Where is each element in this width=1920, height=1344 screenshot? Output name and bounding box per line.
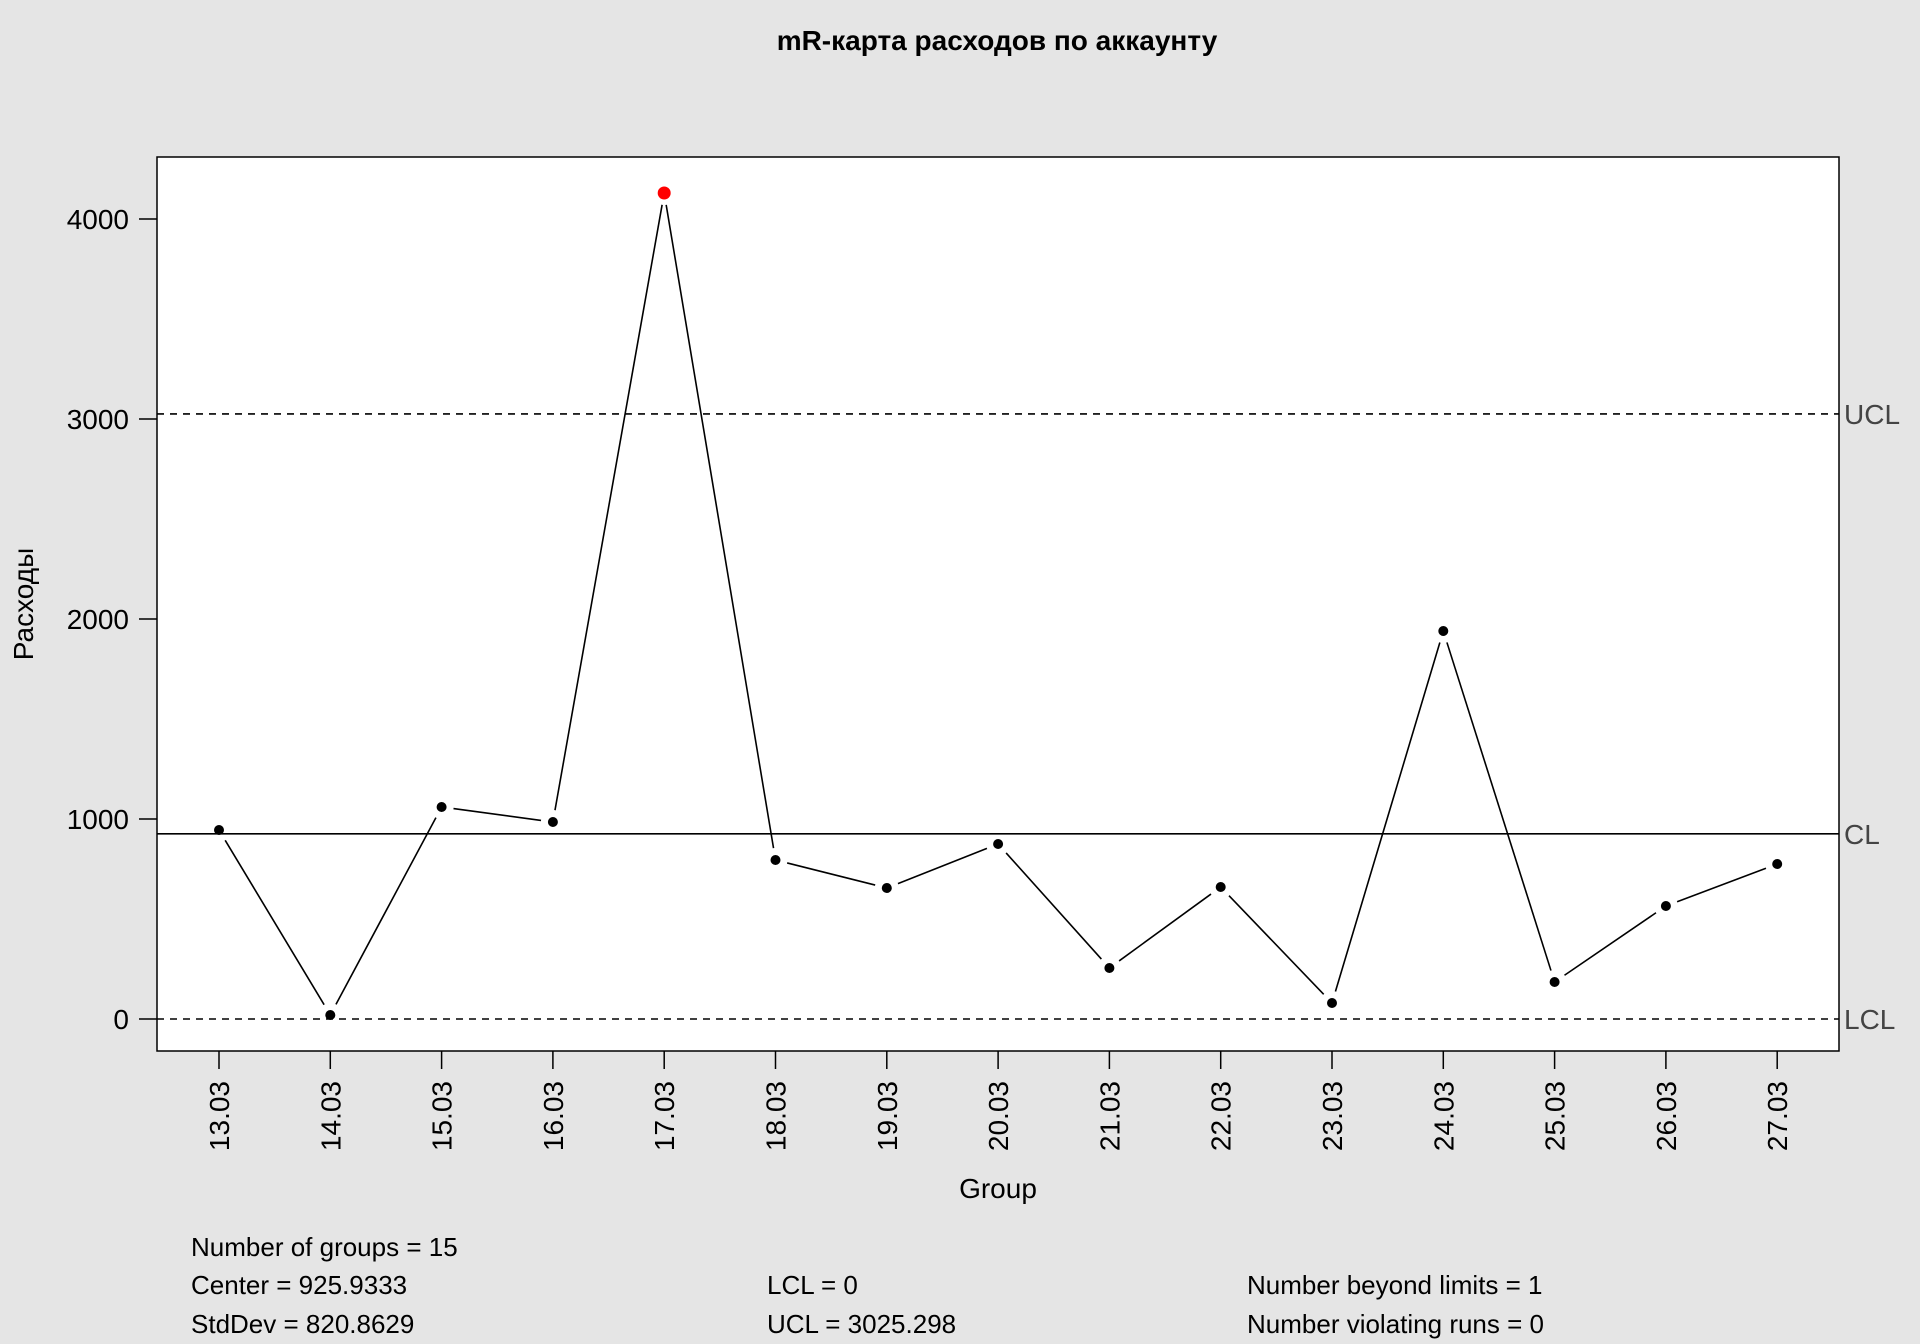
y-tick-label: 2000	[67, 604, 129, 635]
y-axis-label: Расходы	[8, 548, 39, 660]
x-tick-label: 27.03	[1762, 1081, 1793, 1151]
data-point	[1772, 859, 1783, 869]
data-point	[1438, 626, 1449, 636]
chart-title: mR-карта расходов по аккаунту	[777, 25, 1218, 56]
data-point	[881, 883, 892, 893]
y-tick-label: 3000	[67, 404, 129, 435]
series-segment	[665, 204, 775, 849]
x-tick-label: 24.03	[1428, 1081, 1459, 1151]
series-segment	[1564, 912, 1657, 976]
x-tick-label: 16.03	[538, 1081, 569, 1151]
ucl-label: UCL	[1844, 399, 1900, 430]
series-segment	[1446, 642, 1552, 971]
x-tick-label: 17.03	[649, 1081, 680, 1151]
stat-violating-runs: Number violating runs = 0	[1247, 1309, 1544, 1339]
series-segment	[897, 847, 988, 885]
data-point	[770, 855, 781, 865]
series-segment	[554, 204, 663, 811]
y-tick-label: 4000	[67, 204, 129, 235]
stat-groups: Number of groups = 15	[191, 1232, 458, 1262]
stat-stddev: StdDev = 820.8629	[191, 1309, 414, 1339]
stat-lcl: LCL = 0	[767, 1270, 858, 1300]
stat-beyond-limits: Number beyond limits = 1	[1247, 1270, 1543, 1300]
series-segment	[224, 839, 325, 1006]
x-tick-label: 25.03	[1540, 1081, 1571, 1151]
y-axis: 0 1000 2000 3000 4000	[67, 204, 157, 1035]
data-point	[1327, 998, 1337, 1008]
limit-lines: UCL CL LCL	[157, 399, 1900, 1035]
cl-label: CL	[1844, 819, 1880, 850]
y-tick-label: 0	[113, 1004, 129, 1035]
series-segment	[1676, 867, 1767, 903]
series-segment	[335, 817, 437, 1005]
data-point	[1660, 901, 1671, 911]
series-segment	[1005, 852, 1102, 960]
series-line	[224, 204, 1767, 1006]
data-point	[547, 817, 558, 827]
stats-panel: Number of groups = 15 Center = 925.9333 …	[191, 1232, 1544, 1339]
x-tick-label: 23.03	[1317, 1081, 1348, 1151]
x-axis: 13.03 14.03 15.03 16.03 17.03 18.03 19.03 20.03…	[204, 1051, 1793, 1151]
series-segment	[1228, 895, 1325, 995]
data-point	[993, 839, 1004, 849]
x-axis-label: Group	[959, 1173, 1037, 1204]
data-point	[1215, 882, 1226, 892]
series-segment	[1118, 893, 1212, 962]
x-tick-label: 22.03	[1206, 1081, 1237, 1151]
data-point	[1549, 977, 1560, 987]
series-segment	[1334, 642, 1441, 992]
plot-area	[156, 156, 1840, 1052]
stat-center: Center = 925.9333	[191, 1270, 407, 1300]
data-point	[436, 802, 447, 812]
data-point	[214, 825, 224, 835]
stat-ucl: UCL = 3025.298	[767, 1309, 956, 1339]
x-tick-label: 26.03	[1651, 1081, 1682, 1151]
x-tick-label: 15.03	[427, 1081, 458, 1151]
x-tick-label: 14.03	[315, 1081, 346, 1151]
data-point-violation	[657, 186, 671, 200]
y-tick-label: 1000	[67, 804, 129, 835]
data-points	[214, 186, 1783, 1020]
x-tick-label: 19.03	[872, 1081, 903, 1151]
x-tick-label: 13.03	[204, 1081, 235, 1151]
lcl-label: LCL	[1844, 1004, 1895, 1035]
data-point	[325, 1010, 336, 1020]
x-tick-label: 18.03	[761, 1081, 792, 1151]
series-segment	[786, 862, 876, 886]
data-point	[1104, 963, 1115, 973]
x-tick-label: 20.03	[983, 1081, 1014, 1151]
series-segment	[453, 807, 542, 822]
x-tick-label: 21.03	[1094, 1081, 1125, 1151]
